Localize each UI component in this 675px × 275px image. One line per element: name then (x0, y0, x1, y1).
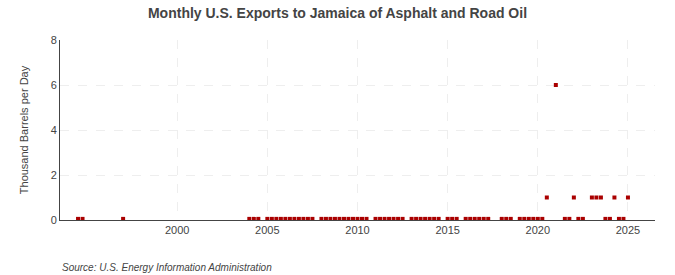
svg-text:8: 8 (51, 34, 57, 46)
svg-text:Source: U.S. Energy Informatio: Source: U.S. Energy Information Administ… (62, 262, 272, 273)
svg-text:6: 6 (51, 79, 57, 91)
svg-text:2020: 2020 (526, 224, 550, 236)
svg-text:2025: 2025 (616, 224, 640, 236)
svg-text:2: 2 (51, 169, 57, 181)
svg-text:2000: 2000 (165, 224, 189, 236)
svg-text:Thousand Barrels per Day: Thousand Barrels per Day (18, 65, 30, 194)
svg-text:Monthly U.S. Exports to Jamaic: Monthly U.S. Exports to Jamaica of Aspha… (148, 5, 527, 21)
svg-text:2010: 2010 (345, 224, 369, 236)
svg-text:2015: 2015 (435, 224, 459, 236)
svg-text:2005: 2005 (255, 224, 279, 236)
svg-text:0: 0 (51, 214, 57, 226)
svg-text:4: 4 (51, 124, 57, 136)
